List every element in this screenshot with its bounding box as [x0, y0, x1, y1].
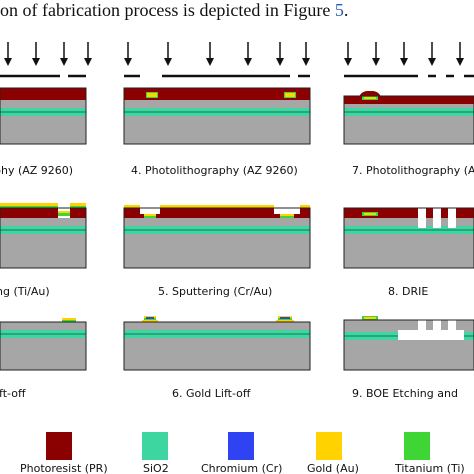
- step-label: ift-off: [0, 387, 26, 400]
- step-8-panel: 8. DRIE: [343, 206, 474, 298]
- step-label: phy (AZ 9260): [0, 164, 73, 177]
- step-2-panel: ng (Ti/Au): [0, 203, 87, 298]
- uv-exposure-arrows: [124, 42, 310, 66]
- step-label: 5. Sputtering (Cr/Au): [158, 285, 272, 298]
- step-9-panel: 9. BOE Etching and: [343, 316, 474, 400]
- step-6-panel: 6. Gold Lift-off: [123, 316, 311, 400]
- figure-reference-link[interactable]: 5: [334, 0, 344, 20]
- legend-swatch-gold: [316, 432, 342, 460]
- step-5-panel: 5. Sputtering (Cr/Au): [123, 205, 311, 298]
- step-label: 9. BOE Etching and: [352, 387, 458, 400]
- legend-label-titanium: Titanium (Ti): [394, 462, 465, 474]
- figure-caption: on of fabrication process is depicted in…: [0, 0, 348, 21]
- uv-exposure-arrows: [4, 42, 92, 66]
- step-7-panel: 7. Photolithography (A: [343, 42, 474, 177]
- step-label: 8. DRIE: [388, 285, 428, 298]
- step-4-panel: 4. Photolithography (AZ 9260): [123, 42, 311, 177]
- step-1-panel: phy (AZ 9260): [0, 42, 92, 177]
- legend-label-chromium: Chromium (Cr): [201, 462, 282, 474]
- legend-label-sio2: SiO2: [143, 462, 169, 474]
- uv-exposure-arrows: [344, 42, 464, 66]
- caption-end: .: [343, 0, 349, 20]
- wafer-stack: [0, 87, 87, 145]
- wafer-stack: [343, 316, 474, 371]
- wafer-stack: [343, 206, 474, 269]
- caption-text: on of fabrication process is depicted in…: [0, 0, 335, 20]
- legend-swatch-titanium: [404, 432, 430, 460]
- step-label: 6. Gold Lift-off: [172, 387, 251, 400]
- legend: Photoresist (PR) SiO2 Chromium (Cr) Gold…: [20, 432, 465, 474]
- wafer-stack: [123, 205, 311, 269]
- wafer-stack: [123, 87, 311, 145]
- wafer-stack: [0, 203, 87, 269]
- wafer-stack: [0, 318, 87, 371]
- legend-swatch-sio2: [142, 432, 168, 460]
- legend-label-photoresist: Photoresist (PR): [20, 462, 108, 474]
- legend-swatch-photoresist: [46, 432, 72, 460]
- step-label: 4. Photolithography (AZ 9260): [131, 164, 298, 177]
- legend-label-gold: Gold (Au): [307, 462, 359, 474]
- wafer-stack: [343, 91, 474, 145]
- wafer-stack: [123, 316, 311, 371]
- legend-swatch-chromium: [228, 432, 254, 460]
- step-3-panel: ift-off: [0, 318, 87, 400]
- step-label: 7. Photolithography (A: [352, 164, 474, 177]
- step-label: ng (Ti/Au): [0, 285, 50, 298]
